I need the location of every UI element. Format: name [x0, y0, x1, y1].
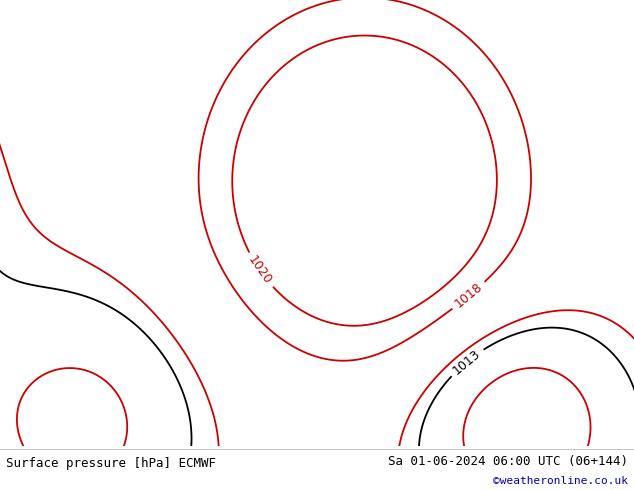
Text: 1020: 1020 [245, 254, 275, 287]
Text: 1018: 1018 [453, 281, 485, 311]
Text: Surface pressure [hPa] ECMWF: Surface pressure [hPa] ECMWF [6, 457, 216, 470]
Text: Sa 01-06-2024 06:00 UTC (06+144): Sa 01-06-2024 06:00 UTC (06+144) [387, 455, 628, 468]
Text: ©weatheronline.co.uk: ©weatheronline.co.uk [493, 476, 628, 486]
Text: 1013: 1013 [450, 347, 483, 377]
